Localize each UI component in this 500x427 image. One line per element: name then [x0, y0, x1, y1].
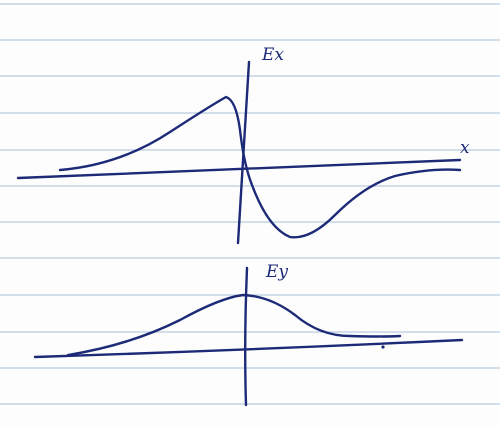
ex-curve	[58, 95, 462, 239]
paper-rules	[0, 3, 500, 405]
ey-curve	[66, 293, 402, 357]
ex-label: Ex	[261, 45, 284, 65]
x-label: x	[460, 138, 470, 158]
ey-axis	[244, 266, 249, 407]
ey-label: Ey	[265, 262, 288, 282]
ey-x-axis	[33, 338, 464, 359]
x-axis	[16, 158, 462, 180]
ink-dot	[381, 345, 385, 349]
